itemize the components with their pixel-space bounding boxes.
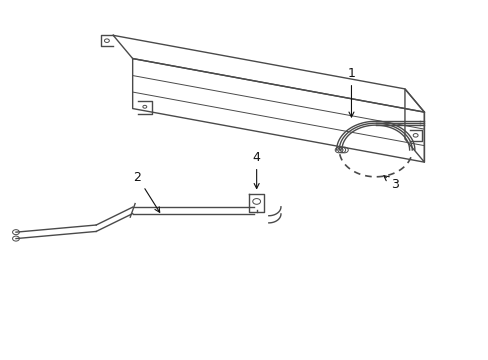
Text: 1: 1 [347, 67, 355, 117]
Text: 2: 2 [133, 171, 160, 212]
Text: 4: 4 [252, 151, 260, 189]
Text: 3: 3 [383, 176, 398, 191]
